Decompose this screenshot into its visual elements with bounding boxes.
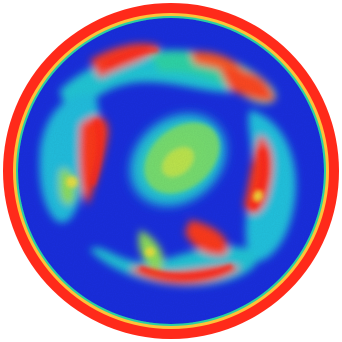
flow-field-disk — [3, 3, 339, 339]
disk-interior — [18, 18, 324, 324]
image-canvas — [3, 3, 339, 339]
